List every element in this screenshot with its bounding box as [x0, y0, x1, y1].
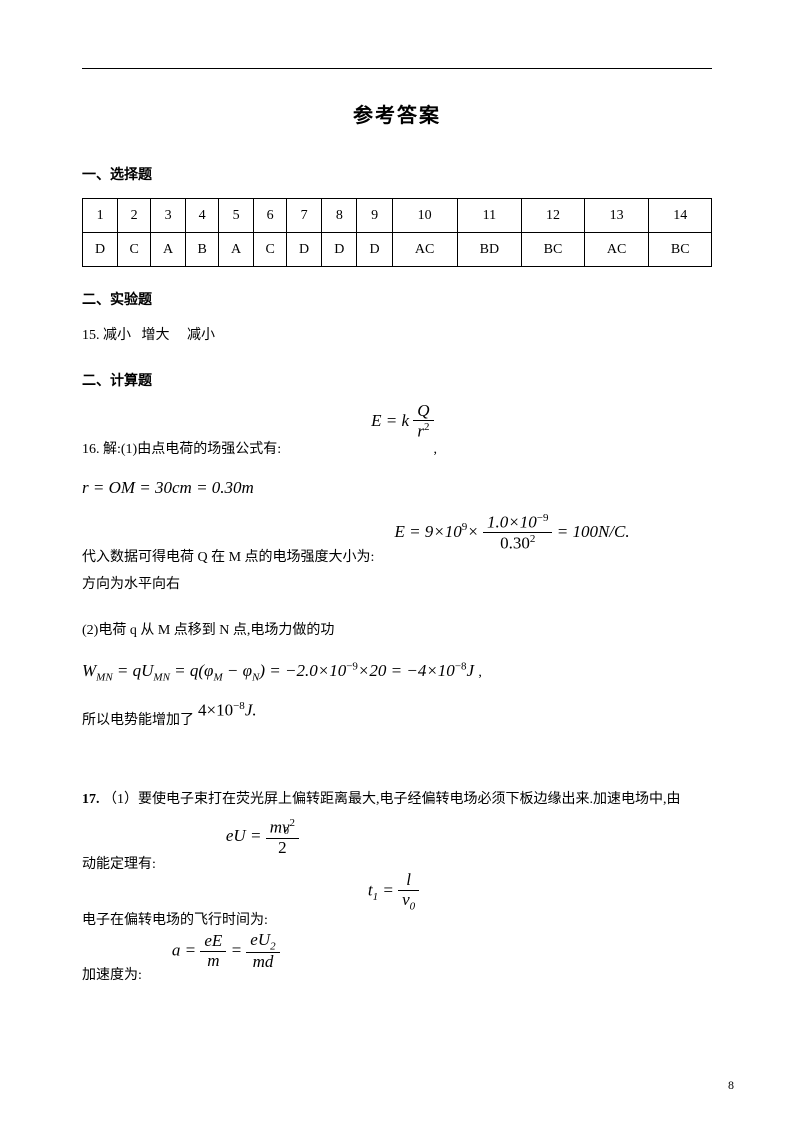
section1-heading: 一、选择题: [82, 164, 712, 184]
q16-pe-row: 所以电势能增加了 4×10−8J.: [82, 708, 712, 729]
q16-dir: 方向为水平向右: [82, 572, 712, 599]
q17-t-eq: t1 = l v0: [368, 871, 419, 912]
table-cell: 11: [457, 199, 522, 233]
table-cell: C: [254, 233, 287, 267]
denominator: r2: [413, 420, 433, 441]
table-cell: 13: [584, 199, 649, 233]
table-cell: BD: [457, 233, 522, 267]
table-cell: 5: [219, 199, 254, 233]
table-cell: D: [357, 233, 392, 267]
q16-sub-prefix: 代入数据可得电荷 Q 在 M 点的电场强度大小为:: [82, 546, 374, 566]
table-cell: AC: [584, 233, 649, 267]
q17-t-row: 电子在偏转电场的飞行时间为: t1 = l v0: [82, 887, 712, 928]
table-cell: D: [322, 233, 357, 267]
numerator: Q: [413, 402, 433, 421]
table-row: 1 2 3 4 5 6 7 8 9 10 11 12 13 14: [83, 199, 712, 233]
comma: ,: [434, 442, 438, 458]
q17-label: 17.: [82, 792, 103, 807]
q16-w-eq: WMN = qUMN = q(φM − φN) = −2.0×10−9×20 =…: [82, 655, 712, 688]
table-cell: 3: [151, 199, 186, 233]
table-cell: A: [219, 233, 254, 267]
q16-prefix: 16. 解:(1)由点电荷的场强公式有:: [82, 438, 281, 458]
table-cell: 7: [287, 199, 322, 233]
q16-r-line: r = OM = 30cm = 0.30m: [82, 472, 712, 504]
q17-t-prefix: 电子在偏转电场的飞行时间为:: [82, 909, 268, 929]
table-cell: 8: [322, 199, 357, 233]
table-cell: 14: [649, 199, 712, 233]
table-cell: AC: [392, 233, 457, 267]
table-row: D C A B A C D D D AC BD BC AC BC: [83, 233, 712, 267]
q17-ke-row: 动能定理有: eU = mv02 2: [82, 833, 712, 873]
q17-a-eq: a = eE m = eU2 md: [172, 931, 280, 972]
page-title: 参考答案: [82, 99, 712, 128]
table-cell: 12: [522, 199, 584, 233]
q16-eq1-row: 16. 解:(1)由点电荷的场强公式有: E = k Q r2 ,: [82, 418, 712, 458]
q16-eq2: E = 9×109× 1.0×10−9 0.302 = 100N/C.: [394, 512, 629, 554]
table-cell: 4: [186, 199, 219, 233]
q16-pe-prefix: 所以电势能增加了: [82, 709, 194, 729]
q17-ke-prefix: 动能定理有:: [82, 853, 156, 873]
table-cell: D: [83, 233, 118, 267]
section2-heading: 二、实验题: [82, 289, 712, 309]
section3-heading: 二、计算题: [82, 370, 712, 390]
answers-table: 1 2 3 4 5 6 7 8 9 10 11 12 13 14 D C A B…: [82, 198, 712, 267]
top-rule: [82, 68, 712, 69]
fraction: 1.0×10−9 0.302: [483, 512, 552, 554]
q17-ke-eq: eU = mv02 2: [226, 817, 299, 857]
table-cell: C: [118, 233, 151, 267]
q15-line: 15. 减小 增大 减小: [82, 323, 712, 350]
table-cell: 2: [118, 199, 151, 233]
table-cell: BC: [522, 233, 584, 267]
q17-intro: 17. （1）要使电子束打在荧光屏上偏转距离最大,电子经偏转电场必须下板边缘出来…: [82, 787, 712, 814]
table-cell: 6: [254, 199, 287, 233]
fraction: Q r2: [413, 402, 433, 442]
q17-a-prefix: 加速度为:: [82, 964, 142, 984]
table-cell: 10: [392, 199, 457, 233]
table-cell: 1: [83, 199, 118, 233]
table-cell: A: [151, 233, 186, 267]
q17-a-row: 加速度为: a = eE m = eU2 md: [82, 943, 712, 984]
table-cell: 9: [357, 199, 392, 233]
q16-eq1-left: E = k: [371, 411, 409, 430]
table-cell: BC: [649, 233, 712, 267]
q16-p2-intro: (2)电荷 q 从 M 点移到 N 点,电场力做的功: [82, 618, 712, 645]
q16-eq2-row: 代入数据可得电荷 Q 在 M 点的电场强度大小为: E = 9×109× 1.0…: [82, 524, 712, 566]
table-cell: B: [186, 233, 219, 267]
table-cell: D: [287, 233, 322, 267]
page-number: 8: [728, 1078, 734, 1093]
